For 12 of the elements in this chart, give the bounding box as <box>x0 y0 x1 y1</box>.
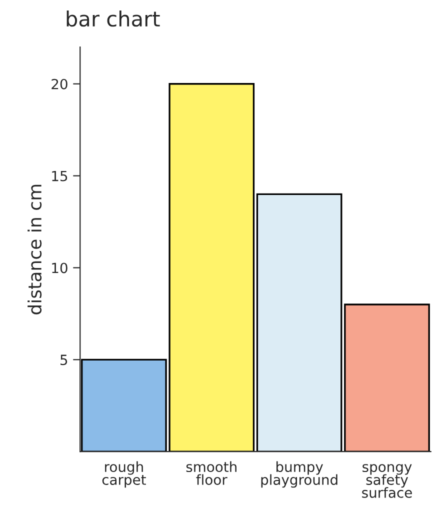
x-tick-label: spongy safety surface <box>362 464 412 498</box>
y-tick-label: 5 <box>60 354 68 366</box>
chart-title: bar chart <box>66 10 160 27</box>
bar <box>344 304 430 452</box>
x-tick-label: smooth floor <box>186 461 236 485</box>
y-tick-label: 15 <box>52 170 68 182</box>
bar <box>256 193 342 452</box>
x-tick-label: rough carpet <box>102 461 146 488</box>
y-axis-title: distance in cm <box>28 184 42 314</box>
y-tick-label: 20 <box>52 78 68 90</box>
x-tick-label: bumpy playground <box>261 461 338 488</box>
y-tick-label: 10 <box>52 262 68 274</box>
